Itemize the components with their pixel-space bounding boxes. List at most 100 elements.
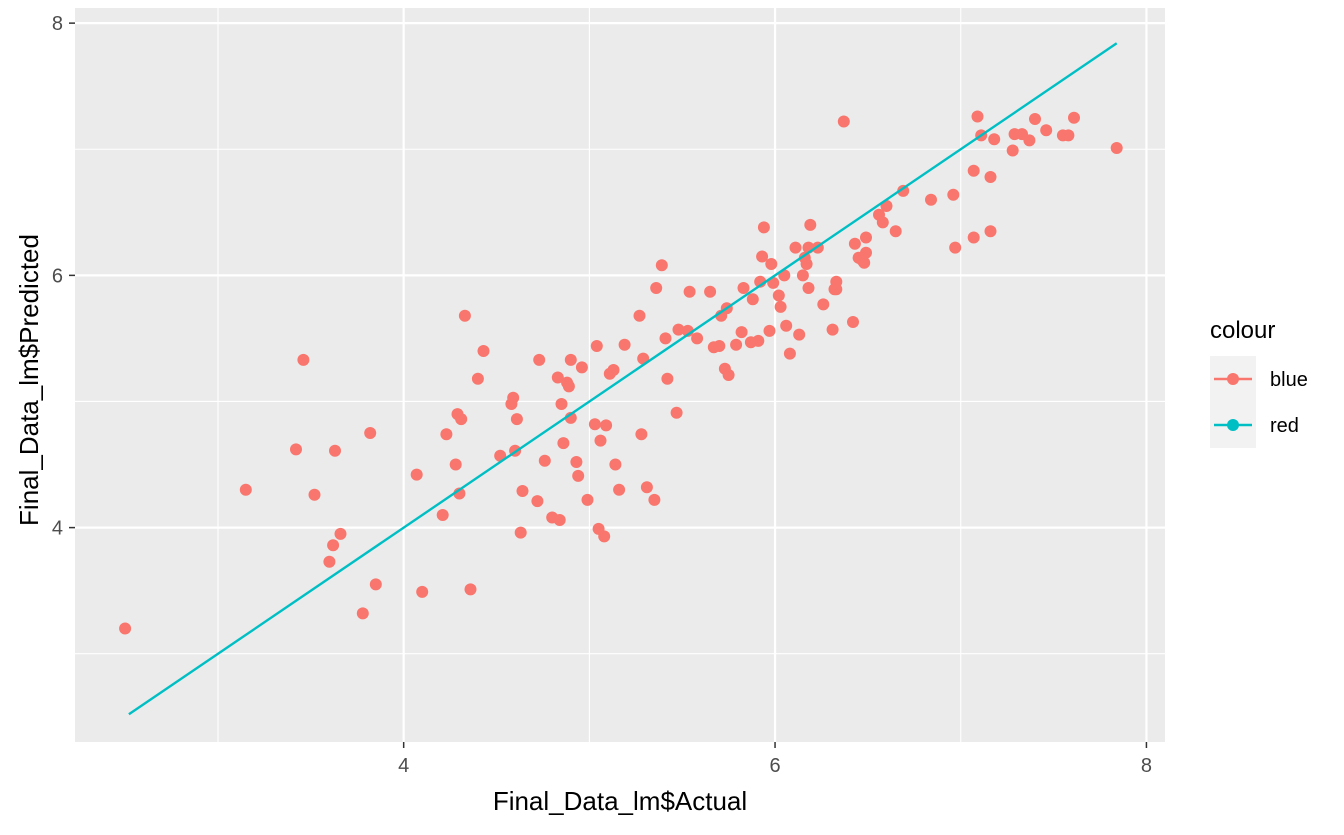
data-point	[949, 241, 962, 254]
data-point	[297, 353, 310, 366]
data-point	[1068, 111, 1080, 124]
data-point	[730, 338, 743, 351]
data-point	[464, 583, 477, 596]
data-point	[533, 353, 546, 366]
data-point	[722, 369, 735, 381]
data-point	[800, 258, 813, 270]
y-tick-label: 6	[52, 265, 63, 287]
y-tick-label: 8	[52, 13, 63, 35]
data-point	[889, 225, 902, 238]
data-point	[458, 309, 471, 322]
data-point	[510, 413, 523, 426]
data-point	[440, 428, 453, 441]
data-point	[737, 282, 750, 294]
data-point	[780, 319, 793, 332]
data-point	[334, 527, 347, 540]
data-point	[410, 468, 423, 481]
data-point	[765, 258, 778, 270]
data-point	[897, 184, 910, 197]
data-point	[659, 332, 672, 345]
data-point	[323, 555, 336, 568]
data-point	[555, 398, 568, 410]
data-point	[1062, 129, 1075, 142]
data-point	[1006, 144, 1019, 157]
data-point	[691, 332, 704, 345]
data-point	[531, 495, 544, 508]
legend-label: red	[1270, 415, 1299, 437]
data-point	[793, 328, 806, 341]
data-point	[581, 493, 594, 506]
data-point	[553, 514, 566, 526]
data-point	[1040, 124, 1053, 137]
x-axis: 4 6 8	[398, 742, 1152, 777]
data-point	[1023, 134, 1036, 147]
data-point	[704, 285, 717, 298]
plot-panel	[75, 8, 1165, 742]
data-point	[796, 269, 809, 282]
series-layer	[119, 42, 1123, 716]
data-point	[947, 188, 960, 201]
data-point	[588, 418, 601, 431]
y-tick-label: 4	[52, 518, 63, 540]
data-point	[455, 413, 468, 426]
legend-key-point	[1227, 419, 1239, 431]
data-point	[683, 285, 696, 298]
data-point	[802, 282, 815, 294]
data-point	[858, 256, 871, 269]
legend-key-point	[1227, 373, 1239, 385]
data-point	[613, 483, 626, 496]
series-line-red	[128, 42, 1118, 716]
data-point	[562, 380, 575, 393]
data-point	[837, 115, 850, 128]
data-point	[119, 622, 132, 635]
data-point	[967, 231, 980, 244]
data-point	[600, 419, 613, 432]
y-axis: 4 6 8	[52, 13, 75, 540]
x-tick-label: 6	[769, 755, 780, 777]
data-point	[557, 437, 570, 450]
data-point	[848, 237, 861, 250]
data-point	[713, 340, 726, 352]
data-point	[876, 216, 889, 229]
y-axis-title: Final_Data_lm$Predicted	[14, 234, 44, 526]
legend: colour blue red	[1210, 317, 1308, 448]
data-point	[1110, 142, 1123, 154]
data-point	[356, 607, 369, 620]
data-point	[609, 458, 622, 471]
data-point	[551, 371, 564, 384]
x-tick-label: 8	[1141, 755, 1152, 777]
data-point	[826, 323, 839, 336]
data-point	[290, 443, 302, 456]
data-point	[1029, 113, 1041, 125]
data-point	[817, 298, 830, 311]
data-point	[670, 406, 683, 419]
legend-label: blue	[1270, 369, 1308, 391]
data-point	[590, 340, 603, 352]
data-point	[598, 530, 611, 543]
data-point	[436, 509, 449, 521]
data-point	[661, 372, 674, 385]
data-point	[971, 110, 984, 123]
data-point	[847, 316, 859, 328]
data-point	[516, 485, 529, 497]
data-point	[329, 444, 341, 457]
data-point	[804, 218, 817, 231]
x-tick-label: 4	[398, 755, 409, 777]
data-point	[752, 334, 765, 347]
data-point	[594, 434, 607, 447]
data-point	[640, 481, 653, 494]
data-point	[416, 585, 429, 598]
data-point	[607, 364, 620, 376]
data-point	[514, 526, 527, 539]
data-point	[672, 323, 685, 336]
data-point	[327, 539, 340, 552]
data-point	[830, 275, 843, 288]
data-point	[860, 231, 872, 244]
grid-major	[75, 8, 1165, 742]
grid-minor	[75, 8, 1165, 742]
data-point	[925, 193, 937, 206]
data-point	[774, 300, 787, 313]
data-point	[570, 456, 583, 468]
